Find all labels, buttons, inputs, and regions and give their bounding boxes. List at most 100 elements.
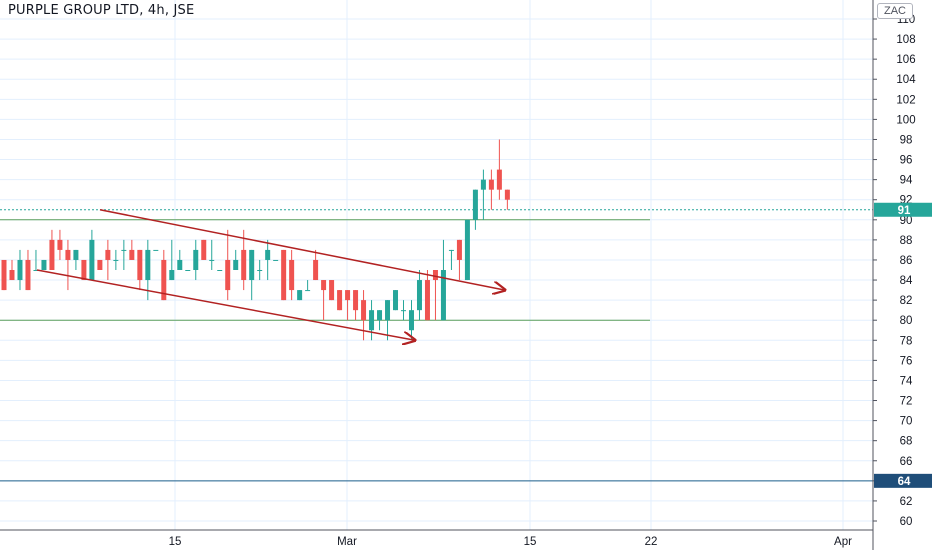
candle bbox=[464, 219, 470, 281]
candle-body bbox=[49, 239, 55, 270]
candle bbox=[353, 290, 359, 321]
level-marker-badge bbox=[874, 473, 932, 488]
candle-body bbox=[57, 239, 63, 250]
candle bbox=[89, 229, 95, 281]
candle bbox=[329, 280, 335, 301]
candle-body bbox=[440, 270, 446, 321]
candle bbox=[33, 249, 39, 271]
candle-body bbox=[225, 259, 231, 291]
candle-body bbox=[121, 249, 127, 251]
last-price-label: 91 bbox=[898, 205, 911, 217]
candle-body bbox=[448, 249, 454, 251]
candle-body bbox=[25, 259, 31, 291]
candle-body bbox=[9, 270, 15, 281]
candle-body bbox=[193, 249, 199, 270]
candle bbox=[496, 139, 502, 200]
horizontal-levels bbox=[0, 209, 873, 482]
candle-body bbox=[249, 249, 255, 281]
candle bbox=[57, 229, 63, 260]
candle-body bbox=[169, 270, 175, 281]
candle bbox=[193, 239, 199, 281]
candle bbox=[369, 300, 375, 341]
candle bbox=[121, 239, 127, 270]
y-tick-label: 100 bbox=[896, 114, 915, 126]
candle bbox=[337, 290, 343, 311]
candle bbox=[281, 249, 287, 301]
candle bbox=[297, 290, 303, 301]
candle-body bbox=[377, 310, 383, 321]
y-tick-label: 66 bbox=[900, 456, 913, 468]
chart-grid bbox=[0, 0, 873, 530]
candle bbox=[137, 249, 143, 291]
candle-body bbox=[313, 259, 319, 281]
x-tick-label: 22 bbox=[645, 536, 658, 548]
candle-body bbox=[432, 270, 438, 281]
candle-body bbox=[105, 249, 111, 260]
candle bbox=[97, 259, 103, 270]
candle-body bbox=[281, 249, 287, 301]
candle bbox=[289, 249, 295, 301]
candle bbox=[345, 290, 351, 321]
candle bbox=[161, 249, 167, 301]
candle-body bbox=[369, 310, 375, 331]
candle bbox=[416, 270, 422, 321]
candle bbox=[225, 229, 231, 301]
candle bbox=[385, 300, 391, 341]
candle bbox=[401, 300, 406, 321]
candle-body bbox=[424, 280, 430, 321]
candle-body bbox=[321, 280, 327, 291]
candle bbox=[504, 189, 510, 210]
last-price-badge bbox=[874, 202, 932, 217]
candle-body bbox=[305, 290, 311, 292]
candle-body bbox=[504, 189, 510, 200]
candle-body bbox=[345, 290, 351, 301]
currency-button[interactable]: ZAC bbox=[877, 3, 913, 19]
y-tick-label: 70 bbox=[900, 416, 913, 428]
candle-body bbox=[329, 280, 335, 301]
price-axis[interactable]: 6062646668707274767880828486889092949698… bbox=[872, 0, 932, 550]
candle-body bbox=[97, 259, 103, 270]
candle-body bbox=[393, 290, 399, 311]
y-tick-label: 106 bbox=[896, 54, 915, 66]
candle-body bbox=[488, 179, 494, 190]
candle-body bbox=[1, 259, 7, 291]
candle bbox=[241, 229, 247, 291]
candle bbox=[177, 249, 183, 270]
candle bbox=[1, 259, 7, 291]
candle bbox=[321, 280, 327, 321]
candle bbox=[361, 290, 367, 341]
candle-body bbox=[161, 259, 167, 301]
x-tick-label: 15 bbox=[169, 536, 182, 548]
x-tick-label: Apr bbox=[834, 536, 852, 548]
candle bbox=[313, 249, 319, 281]
candle-body bbox=[408, 310, 414, 331]
candle bbox=[408, 300, 414, 341]
candle bbox=[129, 239, 135, 260]
candle-body bbox=[273, 259, 279, 261]
y-tick-label: 76 bbox=[900, 355, 913, 367]
candle bbox=[41, 259, 47, 270]
candle bbox=[169, 239, 175, 281]
time-axis[interactable]: 15 Mar 15 22 Apr bbox=[0, 529, 873, 548]
y-tick-label: 80 bbox=[900, 315, 913, 327]
candle bbox=[440, 239, 446, 321]
y-tick-label: 84 bbox=[900, 275, 913, 287]
candlestick-series bbox=[1, 139, 510, 341]
candle bbox=[201, 239, 207, 260]
y-tick-label: 102 bbox=[896, 94, 915, 106]
candle bbox=[480, 169, 486, 220]
candle-body bbox=[337, 290, 343, 311]
level-marker-label: 64 bbox=[898, 476, 911, 488]
candle-body bbox=[480, 179, 486, 190]
candle bbox=[185, 270, 191, 271]
candle bbox=[448, 249, 454, 270]
candle-body bbox=[217, 270, 223, 271]
y-tick-label: 82 bbox=[900, 295, 913, 307]
candle bbox=[456, 239, 462, 281]
candle-body bbox=[201, 239, 207, 260]
channel-upper-line bbox=[99, 209, 505, 290]
candle bbox=[105, 239, 111, 281]
candle bbox=[49, 229, 55, 270]
candle-body bbox=[265, 249, 271, 260]
